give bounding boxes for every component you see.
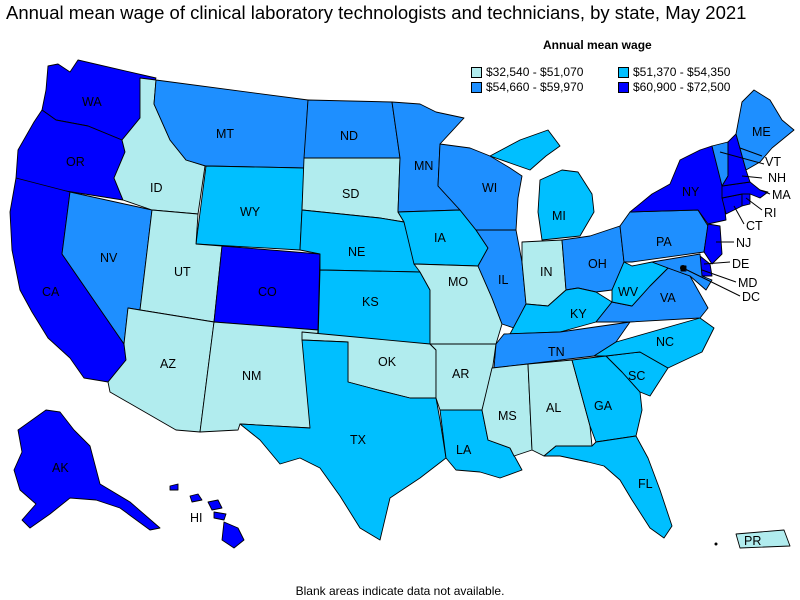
label-ct: CT — [746, 219, 763, 233]
label-mo: MO — [448, 275, 468, 289]
state-nj[interactable] — [703, 223, 723, 265]
label-oh: OH — [588, 257, 607, 271]
state-il[interactable] — [475, 229, 527, 329]
label-va: VA — [660, 291, 676, 305]
legend-item-bin-2: $51,370 - $54,350 — [618, 65, 730, 79]
label-ri: RI — [764, 206, 777, 220]
legend-item-bin-3: $54,660 - $59,970 — [471, 80, 583, 94]
label-nc: NC — [656, 335, 674, 349]
label-nh: NH — [768, 171, 786, 185]
label-me: ME — [752, 125, 771, 139]
label-dc: DC — [742, 290, 760, 304]
label-nv: NV — [100, 251, 118, 265]
label-in: IN — [540, 265, 553, 279]
label-tx: TX — [350, 433, 367, 447]
label-tn: TN — [548, 345, 565, 359]
legend-label: $54,660 - $59,970 — [486, 80, 584, 94]
label-pr: PR — [744, 534, 761, 548]
label-ny: NY — [682, 185, 700, 199]
label-la: LA — [456, 443, 472, 457]
state-tx[interactable] — [239, 339, 447, 541]
label-ky: KY — [570, 307, 587, 321]
legend-swatch — [618, 81, 629, 93]
label-ok: OK — [378, 355, 397, 369]
label-nd: ND — [340, 129, 358, 143]
label-pa: PA — [656, 235, 672, 249]
label-ut: UT — [174, 265, 191, 279]
label-nm: NM — [242, 369, 261, 383]
label-ks: KS — [362, 295, 379, 309]
legend-item-bin-4: $60,900 - $72,500 — [618, 80, 730, 94]
label-mt: MT — [216, 127, 234, 141]
label-mi: MI — [552, 209, 566, 223]
label-ga: GA — [594, 399, 613, 413]
state-md[interactable] — [651, 253, 713, 291]
label-or: OR — [66, 155, 85, 169]
label-wa: WA — [82, 95, 102, 109]
label-ca: CA — [42, 285, 60, 299]
state-ky[interactable] — [509, 287, 613, 335]
state-ak[interactable] — [13, 409, 161, 531]
label-ia: IA — [434, 231, 446, 245]
label-sd: SD — [342, 187, 359, 201]
label-wy: WY — [240, 205, 261, 219]
label-al: AL — [546, 401, 561, 415]
legend-item-bin-1: $32,540 - $51,070 — [471, 65, 583, 79]
leader-lines — [682, 147, 771, 297]
label-il: IL — [498, 273, 508, 287]
label-mn: MN — [414, 159, 433, 173]
state-fl[interactable] — [543, 435, 673, 539]
label-nj: NJ — [736, 236, 751, 250]
label-wv: WV — [618, 285, 639, 299]
state-hi[interactable] — [169, 483, 245, 549]
label-ms: MS — [498, 409, 517, 423]
label-fl: FL — [638, 477, 653, 491]
legend-title: Annual mean wage — [543, 38, 652, 52]
label-ak: AK — [52, 461, 69, 475]
label-vt: VT — [765, 155, 781, 169]
label-hi: HI — [190, 511, 203, 525]
label-ma: MA — [772, 188, 791, 202]
state-me[interactable] — [735, 89, 795, 171]
state-labels: WA OR CA NV ID MT WY UT AZ CO NM ND SD N… — [42, 95, 791, 548]
label-id: ID — [150, 181, 163, 195]
legend-swatch — [618, 66, 629, 78]
legend-label: $51,370 - $54,350 — [633, 65, 731, 79]
label-md: MD — [738, 276, 757, 290]
legend-swatch — [471, 66, 482, 78]
label-ar: AR — [452, 367, 469, 381]
label-ne: NE — [348, 245, 365, 259]
legend-label: $60,900 - $72,500 — [633, 80, 731, 94]
label-co: CO — [258, 285, 277, 299]
state-mi[interactable] — [489, 129, 595, 241]
legend-swatch — [471, 81, 482, 93]
label-de: DE — [732, 257, 749, 271]
legend-label: $32,540 - $51,070 — [486, 65, 584, 79]
label-sc: SC — [628, 369, 645, 383]
state-wi[interactable] — [437, 143, 523, 231]
state-nc[interactable] — [593, 317, 715, 369]
state-pr[interactable] — [735, 529, 791, 549]
map-title: Annual mean wage of clinical laboratory … — [6, 2, 747, 23]
label-wi: WI — [482, 181, 497, 195]
label-az: AZ — [160, 357, 176, 371]
footnote: Blank areas indicate data not available. — [295, 584, 505, 598]
state-ma[interactable] — [721, 181, 769, 199]
